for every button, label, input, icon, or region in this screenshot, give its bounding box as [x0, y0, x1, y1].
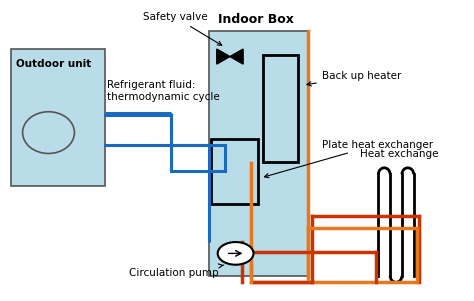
- Bar: [211, 138, 258, 204]
- Text: Indoor Box: Indoor Box: [218, 13, 294, 26]
- Circle shape: [218, 242, 254, 265]
- Text: Outdoor unit: Outdoor unit: [16, 59, 91, 69]
- Polygon shape: [230, 49, 243, 64]
- Bar: [11, 49, 105, 186]
- Bar: [209, 31, 308, 276]
- Text: Plate heat exchanger: Plate heat exchanger: [264, 140, 433, 178]
- Text: Safety valve: Safety valve: [143, 12, 222, 45]
- Text: Circulation pump: Circulation pump: [128, 264, 224, 278]
- Polygon shape: [217, 49, 230, 64]
- Bar: [263, 55, 298, 163]
- Text: Heat exchange: Heat exchange: [359, 150, 438, 160]
- Text: Back up heater: Back up heater: [307, 71, 401, 86]
- Text: Refrigerant fluid:
thermodynamic cycle: Refrigerant fluid: thermodynamic cycle: [108, 80, 220, 102]
